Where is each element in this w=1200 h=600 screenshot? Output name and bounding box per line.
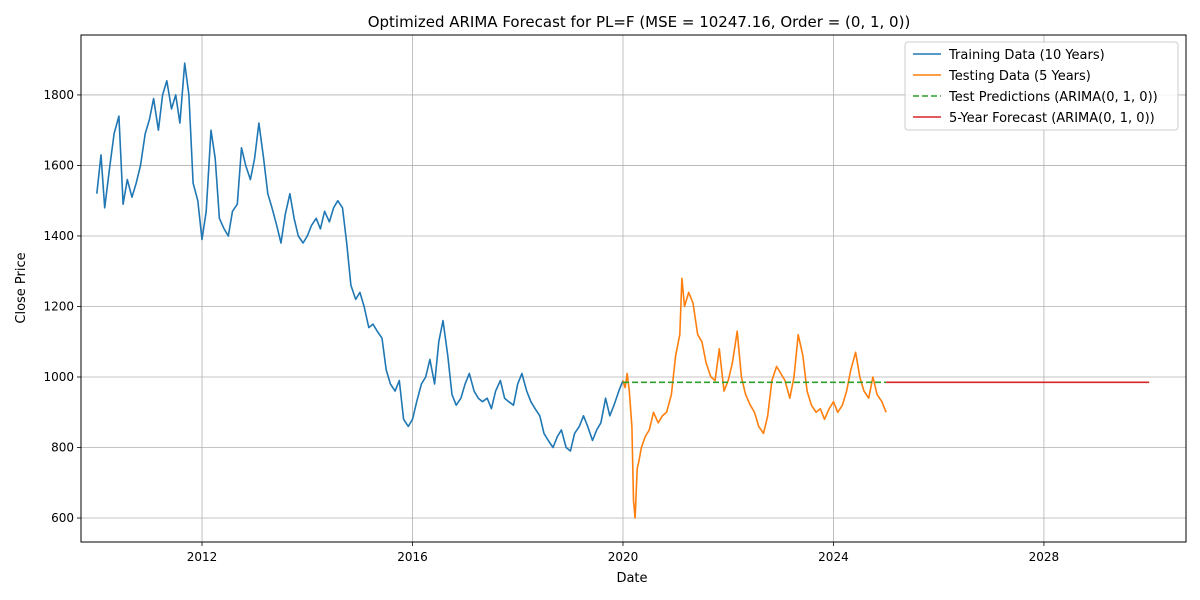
y-tick-label: 1600 [43, 158, 74, 172]
y-tick-label: 1800 [43, 88, 74, 102]
x-tick-label: 2012 [187, 550, 218, 564]
y-axis-label: Close Price [14, 252, 29, 323]
series-line-2 [622, 277, 887, 519]
x-tick-label: 2020 [608, 550, 639, 564]
plot-frame [80, 34, 1187, 543]
chart-title: Optimized ARIMA Forecast for PL=F (MSE =… [368, 13, 911, 31]
x-tick-label: 2016 [397, 550, 428, 564]
legend-label-4: 5-Year Forecast (ARIMA(0, 1, 0)) [949, 111, 1155, 126]
y-tick-label: 1000 [43, 370, 74, 384]
ticks: 2012 2016 2020 2024 2028 600 800 1000 1200 1400 16… [43, 88, 1059, 564]
series-layer [96, 62, 1150, 519]
y-tick-label: 600 [51, 511, 74, 525]
x-tick-label: 2024 [818, 550, 849, 564]
y-tick-label: 1400 [43, 229, 74, 243]
y-tick-label: 1200 [43, 299, 74, 313]
x-axis-label: Date [616, 571, 647, 586]
legend-label-2: Testing Data (5 Years) [948, 69, 1091, 84]
legend: Training Data (10 Years) Testing Data (5 … [904, 41, 1179, 131]
y-tick-label: 800 [51, 441, 74, 455]
x-tick-label: 2028 [1029, 550, 1060, 564]
grid [81, 35, 1186, 542]
legend-box [904, 41, 1179, 131]
legend-label-1: Training Data (10 Years) [948, 48, 1105, 63]
legend-label-3: Test Predictions (ARIMA(0, 1, 0)) [948, 90, 1158, 105]
series-line-1 [96, 62, 624, 452]
